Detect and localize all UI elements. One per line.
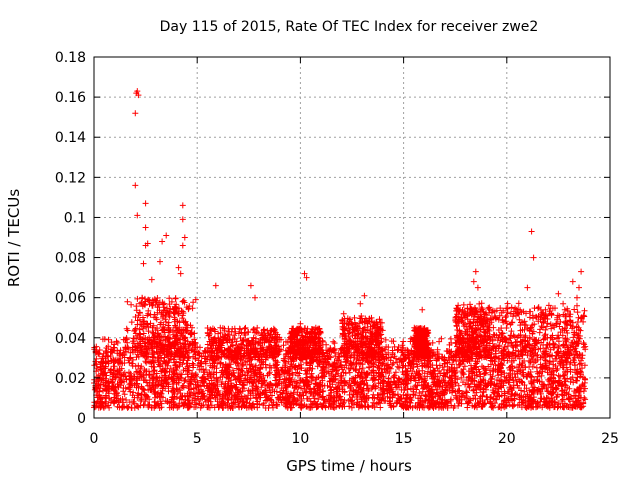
x-tick-label: 5	[193, 431, 202, 447]
y-tick-label: 0.12	[55, 170, 86, 186]
y-tick-label: 0.18	[55, 50, 86, 66]
y-tick-label: 0	[77, 411, 86, 427]
plot-frame	[93, 56, 611, 419]
x-tick-labels: 0 5 10 15 20 25	[90, 431, 619, 447]
roti-series-markers	[91, 88, 589, 411]
x-tick-label: 10	[291, 431, 309, 447]
y-tick-labels: 0 0.02 0.04 0.06 0.08 0.1 0.12 0.14 0.16 0.18	[55, 50, 86, 427]
y-tick-label: 0.04	[55, 331, 86, 347]
x-tick-label: 20	[498, 431, 516, 447]
y-tick-label: 0.06	[55, 291, 86, 307]
data-points	[91, 88, 589, 411]
x-tick-label: 15	[395, 431, 413, 447]
y-tick-label: 0.14	[55, 130, 86, 146]
y-tick-label: 0.16	[55, 90, 86, 106]
chart-title: Day 115 of 2015, Rate Of TEC Index for r…	[160, 19, 539, 35]
x-tick-label: 0	[90, 431, 99, 447]
x-axis-label: GPS time / hours	[286, 457, 412, 475]
y-tick-label: 0.1	[64, 210, 86, 226]
y-axis-label: ROTI / TECUs	[5, 189, 23, 287]
y-tick-label: 0.08	[55, 251, 86, 267]
axis-ticks	[93, 56, 611, 419]
x-tick-label: 25	[601, 431, 619, 447]
y-tick-label: 0.02	[55, 371, 86, 387]
